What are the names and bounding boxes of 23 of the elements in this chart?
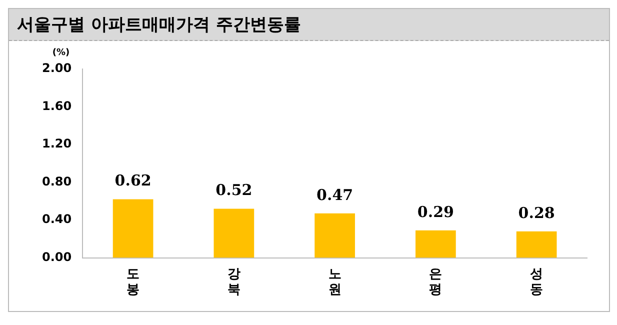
x-tick-label: 노원 — [328, 266, 342, 298]
bar — [214, 208, 254, 258]
data-label: 0.52 — [216, 181, 252, 200]
data-label: 0.47 — [316, 186, 354, 204]
data-label: 0.28 — [518, 204, 555, 222]
y-tick-label: 0.40 — [42, 212, 72, 226]
chart-title: 서울구별 아파트매매가격 주간변동률 — [9, 9, 609, 41]
x-tick-label: 은평 — [429, 266, 442, 298]
x-tick-label: 성동 — [530, 266, 544, 298]
x-tick-label: 강북 — [227, 266, 240, 298]
bar — [112, 199, 154, 258]
bar — [416, 230, 456, 258]
bar — [314, 213, 355, 258]
y-tick-label: 0.00 — [42, 250, 72, 264]
data-label: 0.29 — [417, 202, 454, 221]
x-tick-label: 도봉 — [126, 266, 140, 298]
y-tick-label: 1.60 — [42, 98, 72, 113]
bar — [516, 231, 557, 258]
data-label: 0.62 — [114, 172, 152, 190]
y-tick-label: 0.80 — [42, 174, 72, 188]
y-axis-title: (%) — [52, 48, 70, 58]
y-tick-label: 2.00 — [42, 61, 72, 76]
y-tick-label: 1.20 — [42, 136, 72, 151]
